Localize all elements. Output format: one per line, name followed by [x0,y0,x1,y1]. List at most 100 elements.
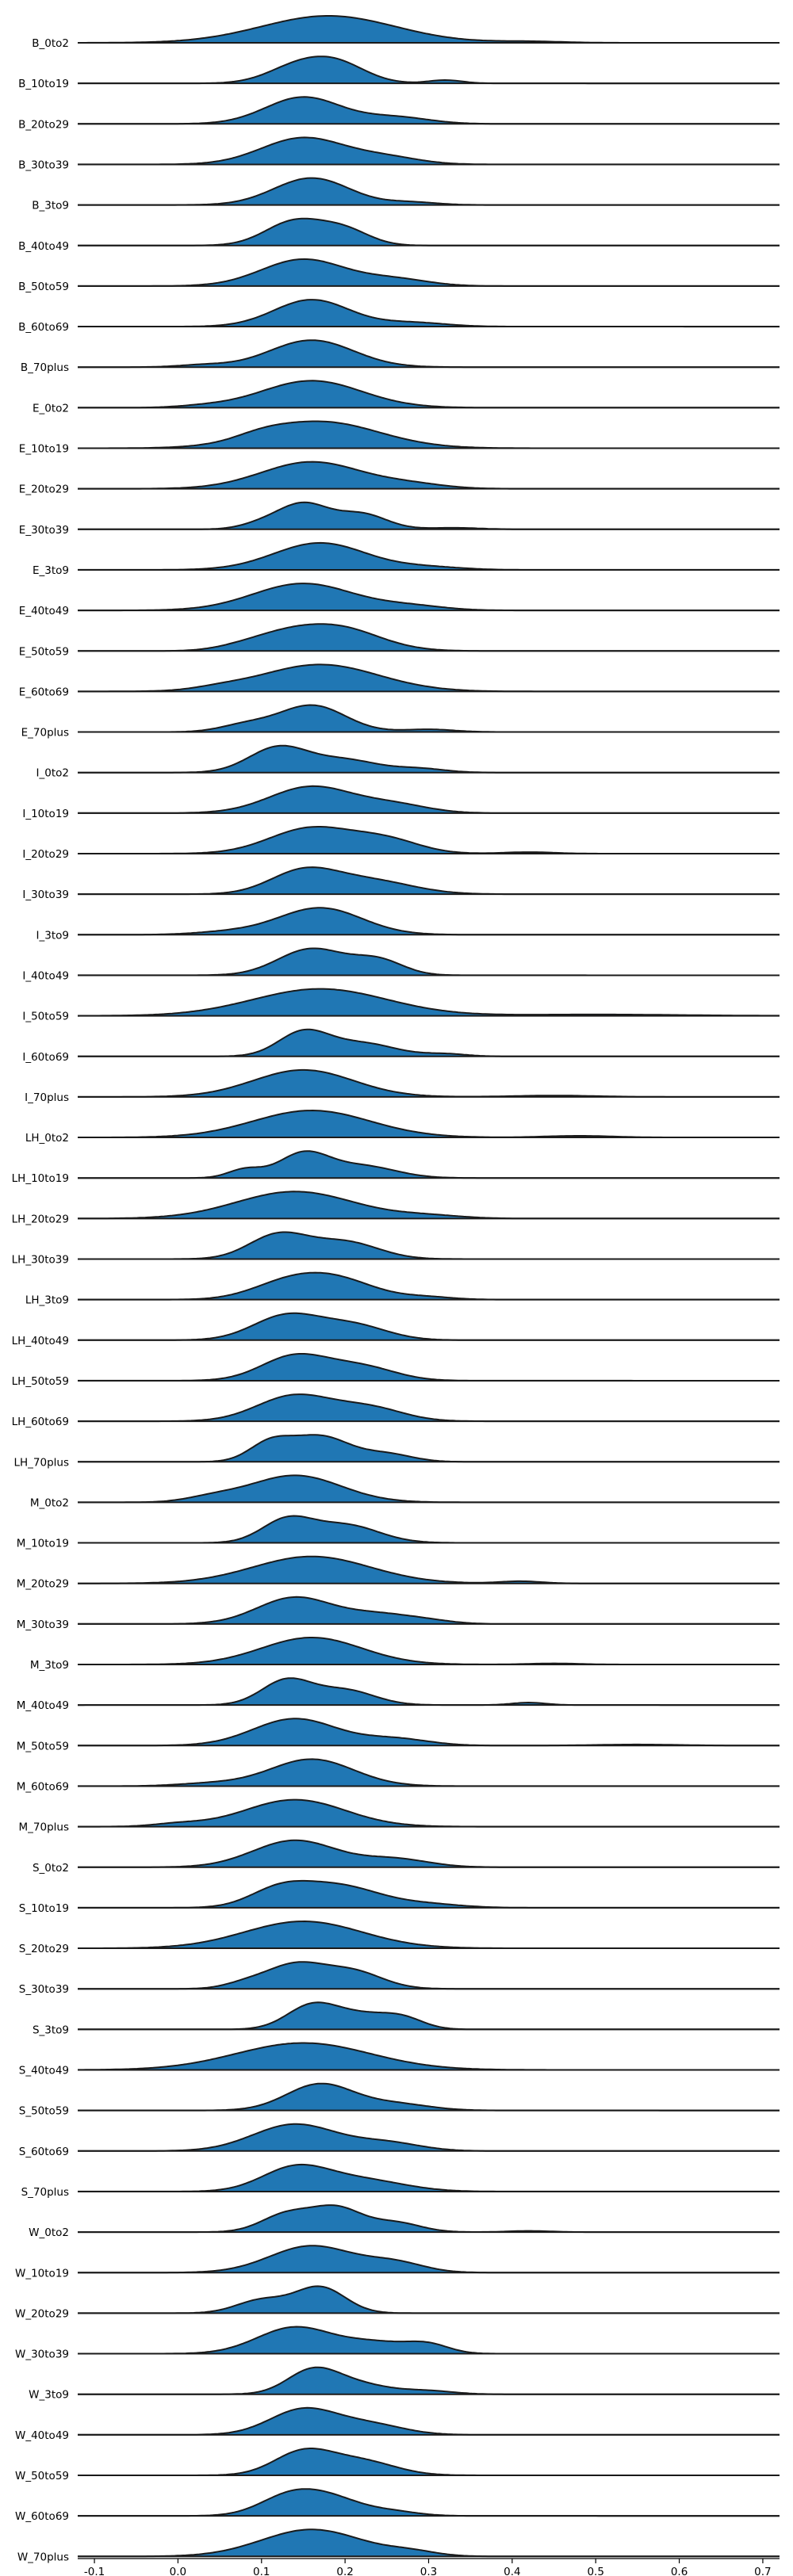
ridge-B_10to19: B_10to19 [18,55,780,90]
ridge-area [78,1313,780,1340]
ridge-area [78,1596,780,1624]
ridge-outline [78,1028,780,1057]
ridge-area [78,1759,780,1787]
row-label: M_50to59 [17,1740,69,1752]
ridge-area [78,2326,780,2354]
ridge-B_20to29: B_20to29 [18,96,780,131]
ridge-area [78,1880,780,1908]
row-label: I_50to59 [22,1011,69,1023]
row-label: B_3to9 [32,200,69,212]
ridge-area [78,705,780,732]
ridge-outline [78,1798,780,1828]
row-label: M_70plus [19,1821,70,1834]
row-label: B_70plus [21,361,69,374]
ridge-outline [78,1231,780,1260]
ridge-B_3to9: B_3to9 [32,177,780,212]
ridge-outline [78,420,780,449]
row-label: S_3to9 [33,2024,69,2036]
ridge-B_0to2: B_0to2 [32,15,780,50]
ridge-LH_60to69: LH_60to69 [12,1393,780,1428]
ridge-area [78,624,780,652]
ridge-outline [78,2488,780,2517]
ridge-outline [78,1677,780,1707]
ridge-I_50to59: I_50to59 [22,988,780,1023]
ridge-I_20to29: I_20to29 [22,826,780,861]
row-label: M_60to69 [17,1780,69,1793]
ridge-LH_20to29: LH_20to29 [12,1191,780,1225]
ridge-area [78,340,780,368]
ridge-area [78,2123,780,2151]
row-label: W_50to59 [15,2470,69,2482]
ridge-I_60to69: I_60to69 [22,1028,780,1064]
ridges-group: B_0to2 B_10to19 B_20to29 B_30to39 B_3to9 B_40… [12,15,780,2563]
ridge-area [78,1151,780,1179]
ridge-area [78,1718,780,1746]
row-label: S_40to49 [19,2065,69,2077]
ridge-M_60to69: M_60to69 [17,1758,780,1793]
ridge-M_40to49: M_40to49 [17,1677,780,1712]
ridge-area [78,218,780,246]
ridge-area [78,56,780,84]
ridge-outline [78,1434,780,1463]
ridge-outline [78,1718,780,1747]
row-label: E_10to19 [19,443,69,456]
ridge-outline [78,1474,780,1504]
row-label: I_40to49 [22,969,69,982]
row-label: E_70plus [21,727,69,740]
ridge-area [78,16,780,43]
ridge-area [78,1515,780,1543]
ridge-W_20to29: W_20to29 [15,2285,780,2320]
row-label: LH_40to49 [12,1335,69,1347]
ridge-outline [78,663,780,693]
row-label: M_30to39 [17,1619,69,1631]
ridge-area [78,421,780,449]
ridge-area [78,745,780,773]
ridge-E_60to69: E_60to69 [19,663,780,698]
ridge-outline [78,1393,780,1423]
row-label: I_0to2 [36,767,69,780]
ridge-outline [78,1109,780,1138]
ridge-W_70plus: W_70plus [17,2528,780,2563]
row-label: S_50to59 [19,2105,69,2118]
ridge-outline [78,2123,780,2152]
ridge-LH_10to19: LH_10to19 [12,1150,780,1185]
row-label: I_3to9 [36,929,69,942]
ridge-area [78,2164,780,2192]
ridge-area [78,137,780,165]
ridge-I_30to39: I_30to39 [22,866,780,901]
ridge-outline [78,1068,780,1098]
ridge-area [78,97,780,124]
ridge-outline [78,380,780,409]
ridge-S_0to2: S_0to2 [33,1839,780,1875]
ridge-outline [78,1637,780,1665]
ridge-outline [77,988,780,1017]
row-label: W_3to9 [29,2389,69,2402]
ridge-outline [78,744,780,774]
ridge-W_50to59: W_50to59 [15,2448,780,2482]
ridge-M_0to2: M_0to2 [30,1474,780,1509]
ridge-outline [78,1353,780,1382]
ridge-area [78,1638,780,1664]
ridge-area [78,300,780,327]
row-label: LH_0to2 [25,1132,69,1145]
ridge-S_30to39: S_30to39 [19,1961,780,1996]
row-label: LH_50to59 [12,1375,69,1388]
ridge-LH_0to2: LH_0to2 [25,1109,780,1145]
ridge-W_40to49: W_40to49 [15,2406,780,2442]
row-label: LH_70plus [13,1456,69,1469]
ridge-area [78,1921,780,1949]
ridge-outline [78,1555,780,1584]
ridge-area [78,1840,780,1867]
ridge-S_70plus: S_70plus [21,2163,780,2199]
ridge-I_10to19: I_10to19 [22,785,780,820]
ridge-area [78,1475,780,1503]
ridge-outline [78,2082,780,2112]
ridge-area [78,948,780,976]
ridge-E_10to19: E_10to19 [19,420,780,456]
ridge-area [78,2002,780,2030]
row-label: W_10to19 [15,2267,69,2280]
ridge-outline [78,339,780,369]
ridge-area [78,1394,780,1422]
ridge-area [78,2448,780,2475]
